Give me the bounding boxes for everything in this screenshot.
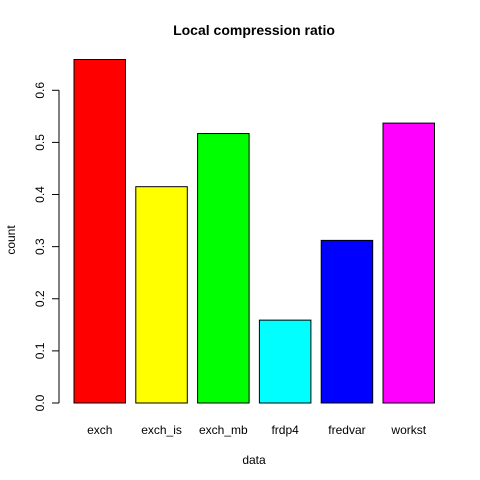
x-tick-label: workst: [390, 423, 426, 437]
y-tick-label: 0.3: [33, 238, 47, 255]
x-tick-label: exch_mb: [199, 423, 248, 437]
x-tick-label: fredvar: [328, 423, 365, 437]
bar: [320, 239, 374, 404]
x-tick-label: exch_is: [141, 423, 182, 437]
y-tick-label: 0.0: [33, 394, 47, 411]
bar: [197, 133, 250, 404]
y-tick-label: 0.4: [33, 186, 47, 203]
chart-title: Local compression ratio: [173, 22, 335, 38]
bar: [258, 319, 312, 404]
bar: [135, 186, 188, 404]
y-axis-label: count: [4, 225, 18, 255]
bar: [73, 59, 126, 404]
x-tick-label: frdp4: [271, 423, 299, 437]
x-axis-label: data: [242, 453, 266, 467]
bar: [382, 122, 435, 404]
x-tick-label: exch: [87, 423, 112, 437]
y-tick-label: 0.2: [33, 290, 47, 307]
y-tick-label: 0.6: [33, 82, 47, 99]
y-tick-label: 0.1: [33, 342, 47, 359]
y-tick-label: 0.5: [33, 134, 47, 151]
